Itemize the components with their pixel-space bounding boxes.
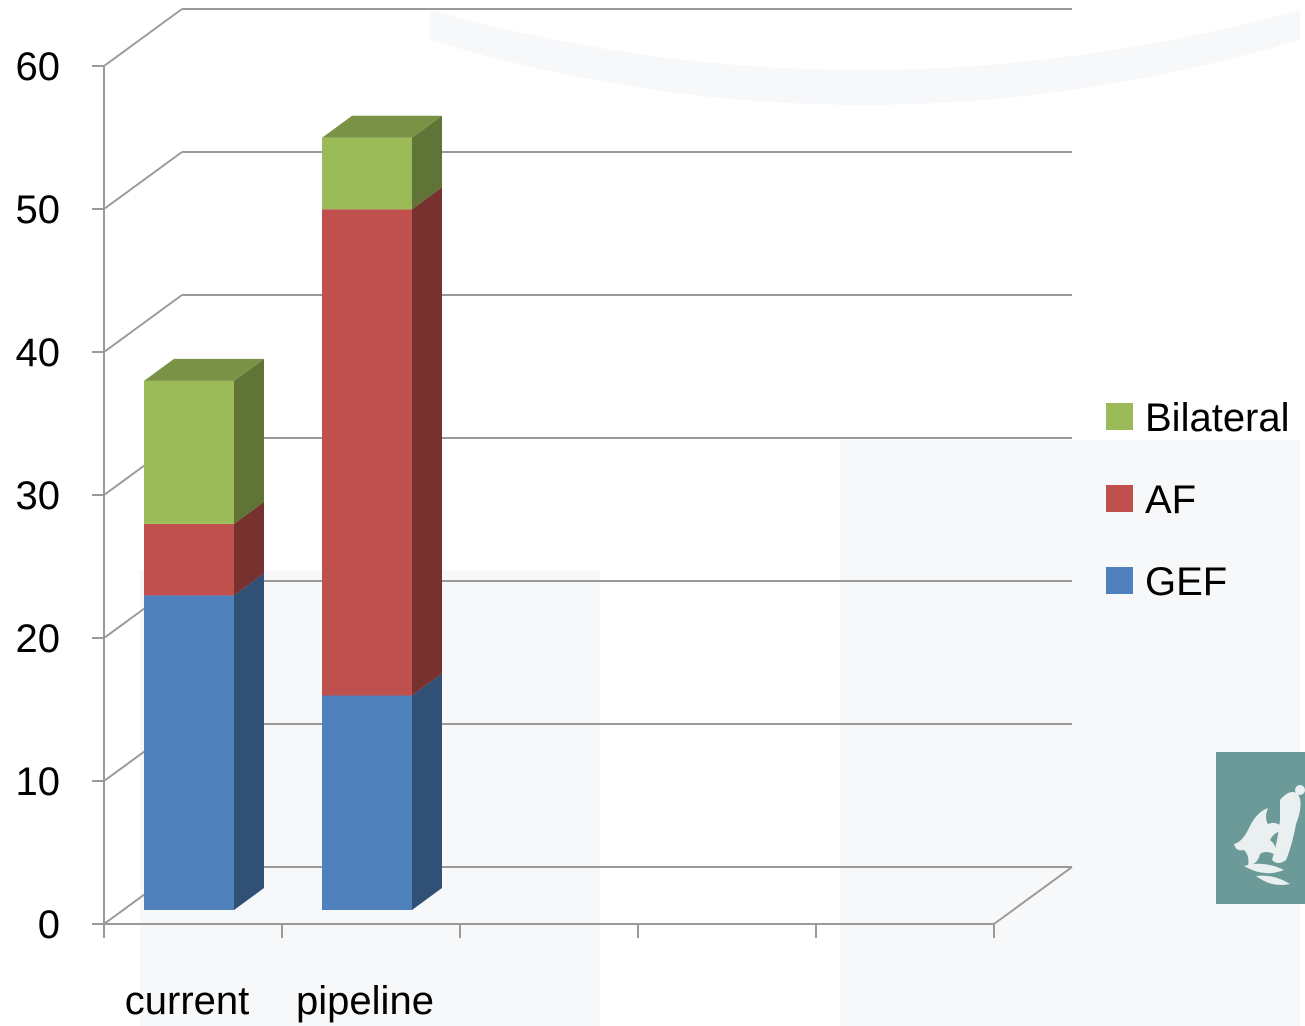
- bar-front-pipeline-GEF: [322, 695, 412, 910]
- bar-front-current-Bilateral: [144, 380, 234, 524]
- bar-side-current-AF: [234, 501, 264, 596]
- y-tick-label-0: 0: [38, 903, 60, 947]
- legend-label-AF: AF: [1145, 478, 1196, 522]
- background-watermark: [140, 10, 1300, 1026]
- axes: [92, 65, 1073, 938]
- bar-front-pipeline-AF: [322, 209, 412, 696]
- x-tick-label-pipeline: pipeline: [296, 979, 434, 1023]
- coat-of-arms-emblem: [1216, 752, 1305, 904]
- legend-swatch-GEF: [1106, 567, 1133, 594]
- legend-label-GEF: GEF: [1145, 560, 1227, 604]
- x-tick-label-current: current: [125, 979, 250, 1023]
- bar-front-current-AF: [144, 523, 234, 596]
- bar-side-pipeline-GEF: [412, 673, 442, 910]
- bar-front-current-GEF: [144, 595, 234, 910]
- bars: [144, 115, 442, 910]
- bar-front-pipeline-Bilateral: [322, 137, 412, 210]
- tick-labels: 0 10 20 30 40 50 60 current pipeline: [16, 45, 434, 1023]
- bar-side-pipeline-AF: [412, 187, 442, 696]
- y-tick-label-10: 10: [16, 760, 61, 804]
- legend: Bilateral AF GEF: [1106, 396, 1290, 604]
- y-tick-label-30: 30: [16, 474, 61, 518]
- bar-top-pipeline-Bilateral: [322, 115, 442, 138]
- floor-right-edge: [993, 866, 1073, 925]
- legend-swatch-AF: [1106, 485, 1133, 512]
- bar-side-pipeline-Bilateral: [412, 115, 442, 210]
- legend-swatch-Bilateral: [1106, 403, 1133, 430]
- gridline-side-50: [103, 151, 183, 210]
- bar-side-current-Bilateral: [234, 358, 264, 524]
- bar-top-current-Bilateral: [144, 358, 264, 381]
- bar-side-current-GEF: [234, 573, 264, 910]
- y-tick-label-40: 40: [16, 331, 61, 375]
- gridline-side-40: [103, 294, 183, 353]
- y-tick-label-50: 50: [16, 188, 61, 232]
- y-tick-label-20: 20: [16, 617, 61, 661]
- y-tick-label-60: 60: [16, 45, 61, 89]
- legend-label-Bilateral: Bilateral: [1145, 396, 1290, 440]
- gridline-side-60: [103, 8, 183, 67]
